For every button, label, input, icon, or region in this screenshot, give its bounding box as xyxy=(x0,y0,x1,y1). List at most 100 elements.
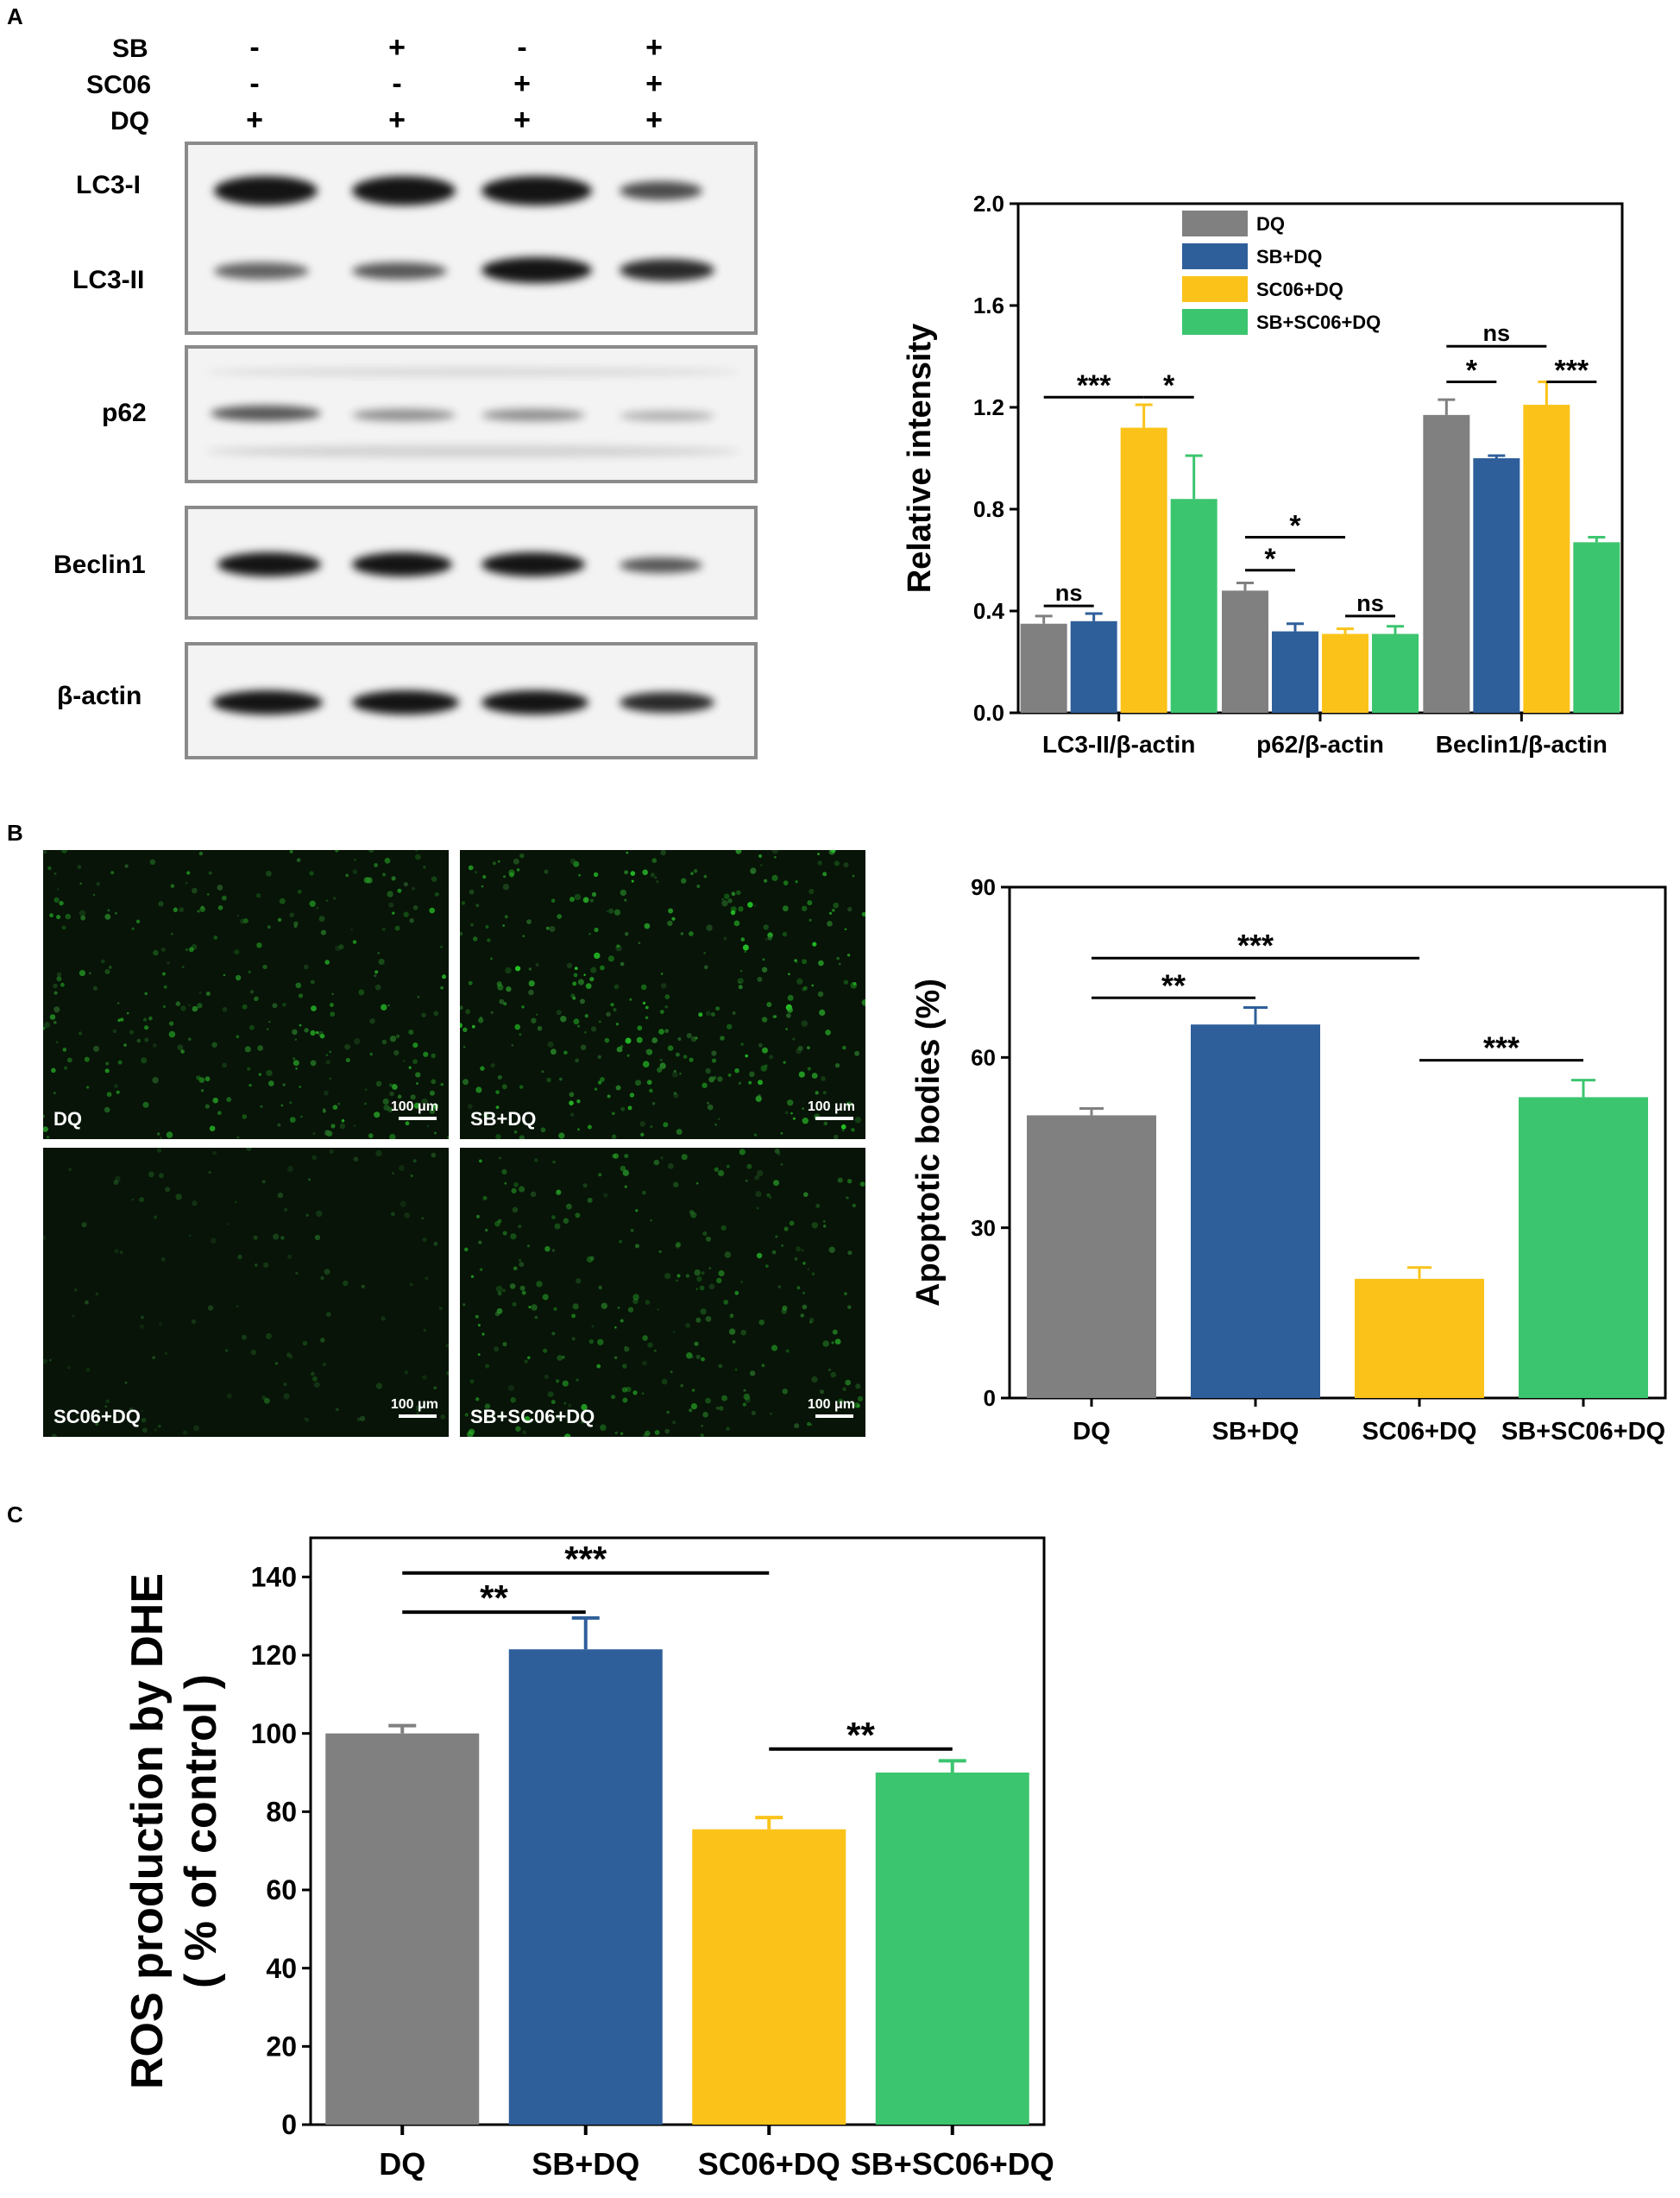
fluorescent-cell xyxy=(575,1058,579,1063)
fluorescent-cell xyxy=(758,1042,763,1048)
fluorescent-cell xyxy=(502,1231,507,1236)
fluorescent-cell xyxy=(49,1358,52,1362)
bar-sb-dq xyxy=(508,1649,663,2125)
fluorescent-cell xyxy=(720,1225,727,1231)
fluorescent-cell xyxy=(660,850,666,856)
bar-sb-sc06-dq-beclin1-actin xyxy=(1573,542,1620,713)
fluorescent-cell xyxy=(711,1050,717,1056)
bar-dq-beclin1-actin xyxy=(1423,414,1470,713)
fluorescent-cell xyxy=(645,1430,651,1437)
fluorescent-cell xyxy=(387,891,393,897)
fluorescent-cell xyxy=(499,998,505,1005)
fluorescent-cell xyxy=(842,1387,846,1391)
fluorescent-cell xyxy=(700,1433,704,1437)
fluorescent-cell xyxy=(180,1005,186,1011)
fluorescent-cell xyxy=(335,1408,339,1412)
fluorescent-cell xyxy=(837,1177,843,1183)
fluorescent-cell xyxy=(681,1154,688,1161)
fluorescent-cell xyxy=(785,1028,788,1030)
fluorescent-cell xyxy=(236,1035,240,1039)
fluorescent-cell xyxy=(227,1223,230,1225)
fluorescent-cell xyxy=(338,944,344,950)
fluorescent-cell xyxy=(131,927,135,930)
fluorescent-cell xyxy=(280,1104,284,1107)
fluorescent-cell xyxy=(439,945,444,948)
fluorescent-cell xyxy=(834,1062,840,1068)
fluorescent-cell xyxy=(481,885,484,888)
fluorescent-cell xyxy=(475,871,478,874)
fluorescent-cell xyxy=(53,1092,56,1095)
fluorescent-cell xyxy=(783,1226,789,1231)
fluorescent-cell xyxy=(743,1389,746,1392)
fluorescent-cell xyxy=(567,1403,572,1408)
fluorescent-cell xyxy=(368,1133,374,1138)
fluorescent-cell xyxy=(156,1148,162,1153)
fluorescent-cell xyxy=(492,861,496,866)
fluorescent-cell xyxy=(721,1395,727,1401)
band-p62-lane2 xyxy=(352,409,456,421)
panel-letter-c: C xyxy=(7,1502,23,1527)
fluorescent-cell xyxy=(47,866,52,871)
fluorescent-cell xyxy=(469,1428,475,1435)
fluorescent-cell xyxy=(95,1422,99,1426)
fluorescent-cell xyxy=(620,889,626,897)
fluorescent-cell xyxy=(859,1181,865,1187)
fluorescent-cell xyxy=(622,1397,628,1403)
fluorescent-cell xyxy=(277,917,282,923)
fluorescent-cell xyxy=(51,1068,56,1074)
fluorescent-cell xyxy=(240,918,246,924)
fluorescent-cell xyxy=(638,942,641,944)
y-tick-label: 60 xyxy=(971,1044,996,1070)
fluorescent-cell xyxy=(154,1428,157,1432)
fluorescent-cell xyxy=(667,1045,674,1051)
y-tick-label: 30 xyxy=(971,1215,996,1241)
fluorescent-cell xyxy=(408,1066,412,1069)
fluorescent-cell xyxy=(335,850,339,853)
micrograph-sc06-dq-cells xyxy=(43,1148,449,1437)
fluorescent-cell xyxy=(802,959,808,965)
fluorescent-cell xyxy=(695,1181,699,1185)
fluorescent-cell xyxy=(160,948,166,952)
fluorescent-cell xyxy=(745,1054,748,1058)
fluorescent-cell xyxy=(630,871,636,876)
fluorescent-cell xyxy=(822,872,827,877)
fluorescent-cell xyxy=(489,957,493,960)
fluorescent-cell xyxy=(515,966,521,972)
fluorescent-cell xyxy=(222,1062,227,1068)
fluorescent-cell xyxy=(527,1356,531,1360)
fluorescent-cell xyxy=(650,1124,653,1129)
sign-dq-lane3: + xyxy=(513,104,531,136)
fluorescent-cell xyxy=(180,1049,185,1054)
y-tick-label: 140 xyxy=(251,1562,297,1593)
panel-letter-b: B xyxy=(7,820,23,846)
fluorescent-cell xyxy=(460,1005,463,1011)
fluorescent-cell xyxy=(585,983,592,989)
fluorescent-cell xyxy=(254,998,257,1001)
fluorescent-cell xyxy=(566,962,573,969)
fluorescent-cell xyxy=(758,1319,764,1326)
significance-label: ns xyxy=(1482,319,1510,346)
fluorescent-cell xyxy=(802,1291,806,1294)
fluorescent-cell xyxy=(249,1083,252,1087)
fluorescent-cell xyxy=(649,1088,653,1093)
fluorescent-cell xyxy=(654,876,658,879)
fluorescent-cell xyxy=(664,1273,671,1280)
fluorescent-cell xyxy=(718,1118,720,1120)
fluorescent-cell xyxy=(701,1357,705,1362)
fluorescent-cell xyxy=(641,1392,645,1395)
fluorescent-cell xyxy=(812,942,817,947)
fluorescent-cell xyxy=(280,1236,285,1240)
fluorescent-cell xyxy=(632,1294,639,1301)
fluorescent-cell xyxy=(412,1159,417,1163)
fluorescent-cell xyxy=(542,1294,549,1301)
fluorescent-cell xyxy=(717,1076,723,1082)
fluorescent-cell xyxy=(503,1002,507,1006)
fluorescent-cell xyxy=(544,1374,550,1380)
fluorescent-cell xyxy=(402,1060,406,1062)
y-tick-label: 20 xyxy=(266,2031,297,2063)
fluorescent-cell xyxy=(490,1062,495,1068)
fluorescent-cell xyxy=(751,1410,756,1415)
fluorescent-cell xyxy=(173,907,178,913)
fluorescent-cell xyxy=(310,1030,316,1036)
fluorescent-cell xyxy=(330,1124,336,1129)
